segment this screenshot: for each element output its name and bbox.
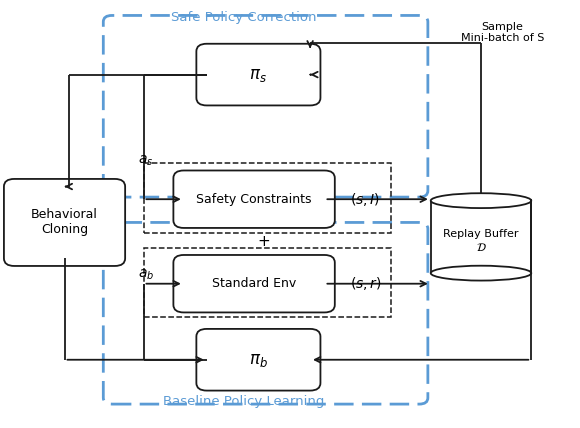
Text: $(s,I)$: $(s,I)$ [350, 191, 380, 208]
Text: Standard Env: Standard Env [212, 277, 296, 290]
Text: $(s,r)$: $(s,r)$ [350, 275, 382, 292]
Ellipse shape [431, 193, 531, 208]
Bar [143, 248, 390, 318]
Bar [431, 201, 531, 273]
FancyBboxPatch shape [173, 255, 335, 312]
FancyBboxPatch shape [197, 44, 320, 105]
FancyBboxPatch shape [4, 179, 125, 266]
Ellipse shape [431, 266, 531, 281]
FancyBboxPatch shape [197, 329, 320, 391]
FancyBboxPatch shape [173, 170, 335, 228]
Text: Baseline Policy Learning: Baseline Policy Learning [164, 395, 325, 408]
Text: $a_b$: $a_b$ [138, 268, 154, 282]
Bar [143, 163, 390, 233]
Text: $a_s$: $a_s$ [138, 154, 153, 168]
Text: Replay Buffer
$\mathcal{D}$: Replay Buffer $\mathcal{D}$ [443, 229, 519, 253]
Text: Behavioral
Cloning: Behavioral Cloning [31, 208, 98, 236]
Text: +: + [258, 234, 270, 249]
Text: $\pi_s$: $\pi_s$ [249, 65, 267, 83]
Text: Safety Constraints: Safety Constraints [197, 193, 312, 206]
Text: $\pi_b$: $\pi_b$ [249, 351, 268, 369]
Text: Sample
Mini-batch of S: Sample Mini-batch of S [461, 22, 544, 43]
Text: Safe Policy Correction: Safe Policy Correction [171, 11, 317, 24]
